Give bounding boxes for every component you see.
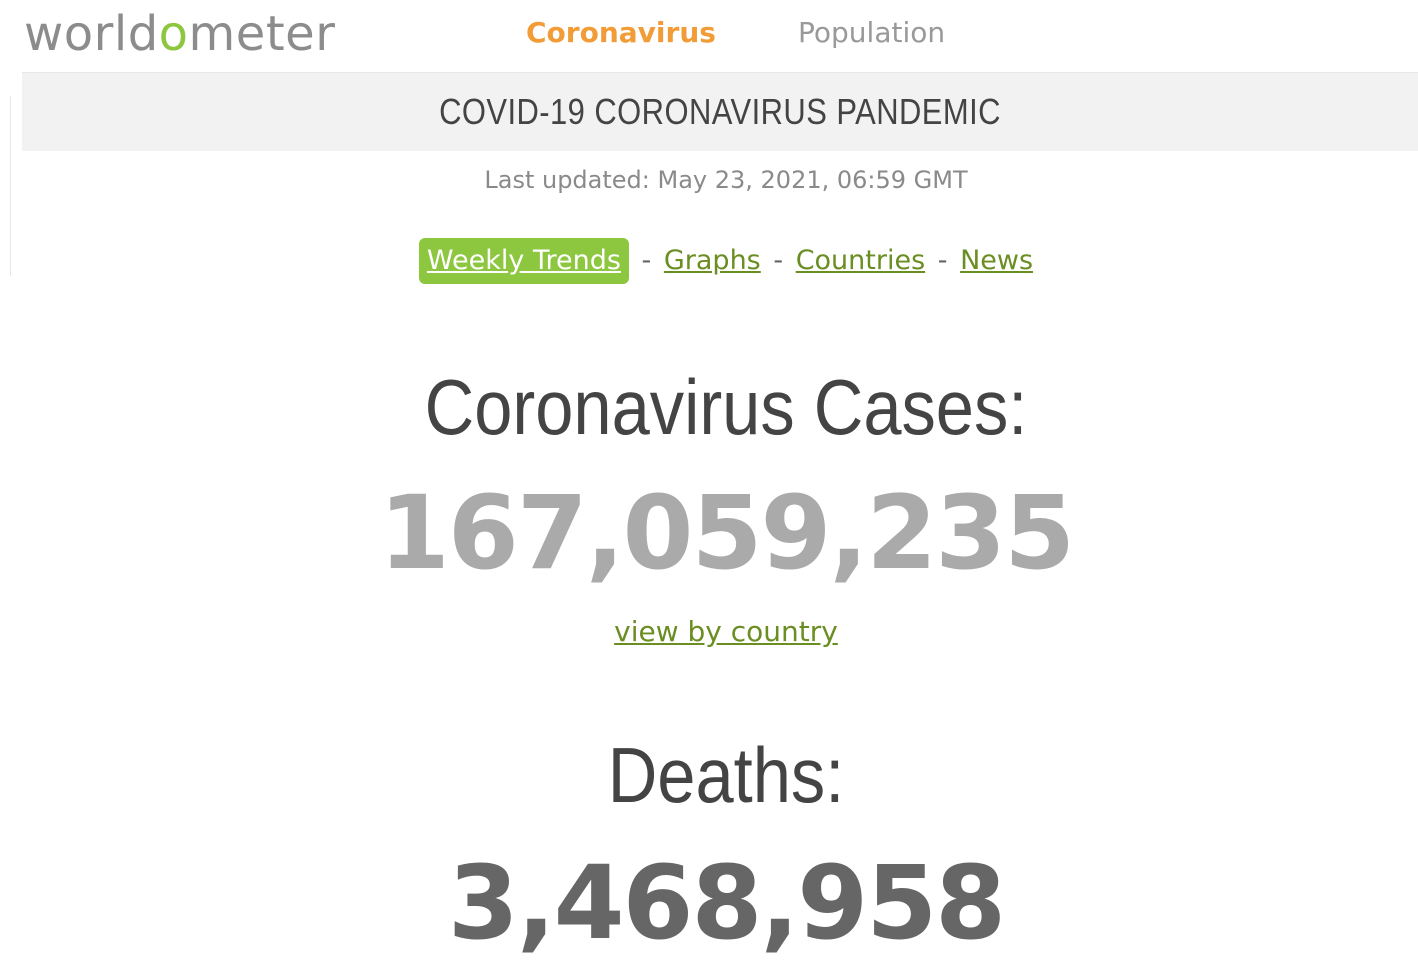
- page-title: COVID-19 CORONAVIRUS PANDEMIC: [439, 91, 1001, 132]
- link-separator: -: [641, 245, 652, 276]
- left-panel-edge: [0, 96, 11, 276]
- cases-heading: Coronavirus Cases:: [424, 363, 1028, 451]
- news-link[interactable]: News: [960, 245, 1034, 276]
- deaths-count: 3,468,958: [447, 844, 1006, 963]
- view-by-country-row: view by country: [0, 612, 1418, 652]
- view-by-country-link[interactable]: view by country: [614, 615, 838, 648]
- logo-text-prefix: world: [24, 6, 159, 62]
- last-updated-text: Last updated: May 23, 2021, 06:59 GMT: [484, 166, 968, 194]
- deaths-heading: Deaths:: [607, 731, 845, 819]
- link-separator: -: [773, 245, 784, 276]
- worldometer-logo[interactable]: worldometer: [24, 2, 335, 66]
- link-separator: -: [937, 245, 948, 276]
- top-navbar: worldometer Coronavirus Population: [0, 0, 1418, 70]
- logo-text-suffix: meter: [188, 6, 336, 62]
- weekly-trends-button[interactable]: Weekly Trends: [418, 238, 629, 284]
- page-title-bar: COVID-19 CORONAVIRUS PANDEMIC: [22, 72, 1418, 151]
- section-links: Weekly Trends - Graphs - Countries - New…: [0, 238, 1418, 284]
- countries-link[interactable]: Countries: [795, 245, 926, 276]
- nav-coronavirus[interactable]: Coronavirus: [526, 16, 716, 49]
- cases-count: 167,059,235: [378, 474, 1075, 593]
- nav-population[interactable]: Population: [798, 16, 946, 49]
- graphs-link[interactable]: Graphs: [663, 245, 761, 276]
- logo-text-accent: o: [158, 6, 189, 62]
